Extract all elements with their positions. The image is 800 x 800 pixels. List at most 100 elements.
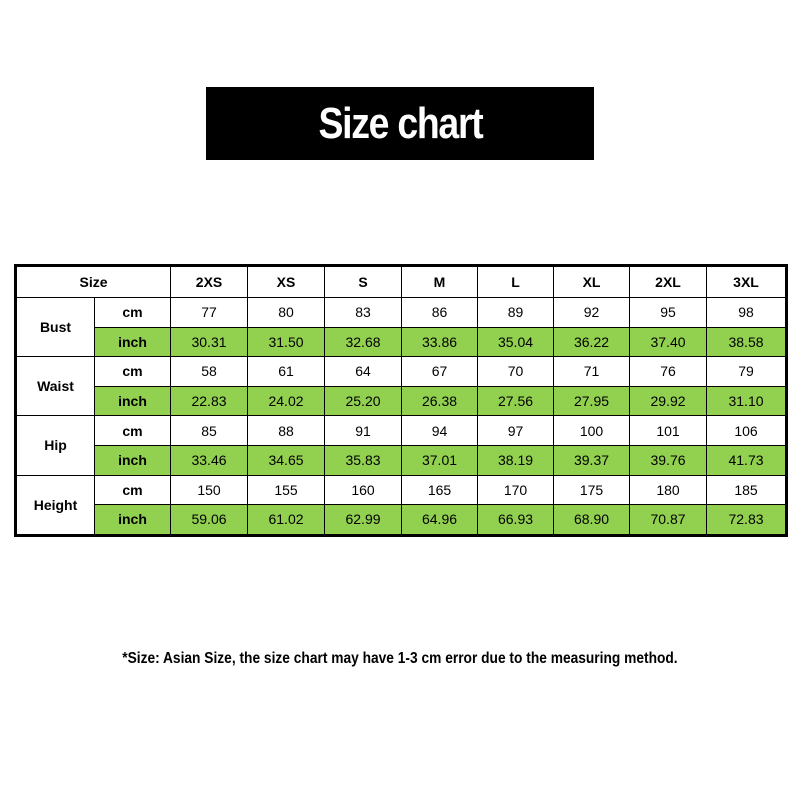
measure-value: 80 <box>247 297 326 328</box>
measure-value: 170 <box>477 474 555 506</box>
measure-value: 37.40 <box>629 326 708 358</box>
measure-value: 85 <box>170 415 249 446</box>
measure-row: inch 33.46 34.65 35.83 37.01 38.19 39.37 39.76 4… <box>16 444 788 476</box>
measure-value: 27.95 <box>553 385 631 417</box>
group-label: Bust <box>15 296 95 358</box>
measure-value: 180 <box>629 474 708 506</box>
unit-label: inch <box>93 444 172 476</box>
measure-value: 91 <box>324 415 403 446</box>
group-label: Waist <box>15 356 95 417</box>
measure-row: Bust cm 77 80 83 86 89 92 95 98 <box>15 296 788 358</box>
measure-value: 24.02 <box>247 385 326 417</box>
unit-label: cm <box>93 356 172 387</box>
measure-row: Hip cm 85 88 91 94 97 100 101 106 <box>15 415 788 476</box>
measure-value: 25.20 <box>324 385 403 417</box>
measure-value: 33.46 <box>170 444 249 476</box>
unit-label: cm <box>93 297 172 328</box>
size-name: S <box>324 265 403 298</box>
measure-row: inch 30.31 31.50 32.68 33.86 35.04 36.22 37.40 3… <box>16 326 788 358</box>
measure-value: 38.58 <box>706 326 788 358</box>
measure-value: 39.76 <box>629 444 708 476</box>
measure-value: 31.10 <box>706 385 788 417</box>
measure-value: 22.83 <box>170 385 249 417</box>
measure-value: 100 <box>553 415 631 446</box>
unit-label: inch <box>93 504 172 536</box>
size-table: Size 2XS XS S M L XL 2XL 3XL Bust cm 77 80 83 86 89 92 95… <box>14 264 789 537</box>
measure-row: Waist cm 58 61 64 67 70 71 76 79 <box>15 356 788 417</box>
measure-value: 36.22 <box>553 326 631 358</box>
measure-value: 62.99 <box>324 504 403 536</box>
size-name: 2XS <box>170 265 249 298</box>
measure-value: 34.65 <box>247 444 326 476</box>
measure-value: 61 <box>247 356 326 387</box>
measure-value: 175 <box>553 474 631 506</box>
title-banner: Size chart <box>206 87 594 160</box>
size-name: M <box>401 265 479 298</box>
measure-value: 30.31 <box>170 326 249 358</box>
measure-value: 27.56 <box>477 385 555 417</box>
table-body: Size 2XS XS S M L XL 2XL 3XL Bust cm 77 80 83 86 89 92 95… <box>14 265 788 536</box>
measure-value: 72.83 <box>706 504 788 536</box>
measure-value: 61.02 <box>247 504 326 536</box>
measure-value: 97 <box>477 415 555 446</box>
measure-value: 35.83 <box>324 444 403 476</box>
size-header: Size <box>14 265 172 298</box>
measure-value: 38.19 <box>477 444 555 476</box>
measure-value: 106 <box>706 415 788 446</box>
measure-row: inch 22.83 24.02 25.20 26.38 27.56 27.95 29.92 3… <box>16 385 788 417</box>
measure-value: 79 <box>706 356 788 387</box>
measure-value: 39.37 <box>553 444 631 476</box>
measure-value: 70 <box>477 356 555 387</box>
measure-value: 95 <box>629 297 708 328</box>
measure-value: 58 <box>170 356 249 387</box>
measure-row: Height cm 150 155 160 165 170 175 180 185 <box>15 474 788 536</box>
title: Size chart <box>318 98 483 148</box>
measure-value: 31.50 <box>247 326 326 358</box>
measure-value: 185 <box>706 474 788 506</box>
unit-label: cm <box>93 474 172 506</box>
measure-value: 70.87 <box>629 504 708 536</box>
note: *Size: Asian Size, the size chart may ha… <box>122 650 678 667</box>
measure-value: 83 <box>324 297 403 328</box>
measure-value: 77 <box>170 297 249 328</box>
measure-value: 67 <box>401 356 479 387</box>
measure-row: inch 59.06 61.02 62.99 64.96 66.93 68.90 70.87 7… <box>16 504 788 536</box>
measure-value: 160 <box>324 474 403 506</box>
measure-value: 66.93 <box>477 504 555 536</box>
measure-value: 92 <box>553 297 631 328</box>
measure-value: 59.06 <box>170 504 249 536</box>
measure-value: 165 <box>401 474 479 506</box>
measure-value: 86 <box>401 297 479 328</box>
size-name: XS <box>247 265 326 298</box>
unit-label: inch <box>93 385 172 417</box>
unit-label: inch <box>93 326 172 358</box>
measure-value: 37.01 <box>401 444 479 476</box>
measure-value: 64 <box>324 356 403 387</box>
size-name: XL <box>553 265 631 298</box>
measure-value: 68.90 <box>553 504 631 536</box>
measure-value: 71 <box>553 356 631 387</box>
measure-value: 64.96 <box>401 504 479 536</box>
measure-value: 155 <box>247 474 326 506</box>
measure-value: 150 <box>170 474 249 506</box>
measure-value: 89 <box>477 297 555 328</box>
header-row: Size 2XS XS S M L XL 2XL 3XL <box>14 265 788 298</box>
measure-value: 35.04 <box>477 326 555 358</box>
measure-value: 94 <box>401 415 479 446</box>
measure-value: 41.73 <box>706 444 788 476</box>
size-name: L <box>477 265 555 298</box>
measure-value: 29.92 <box>629 385 708 417</box>
size-name: 3XL <box>706 265 788 298</box>
group-label: Height <box>15 474 95 536</box>
measure-value: 26.38 <box>401 385 479 417</box>
group-label: Hip <box>15 415 95 476</box>
measure-value: 98 <box>706 297 788 328</box>
measure-value: 76 <box>629 356 708 387</box>
note-line: *Size: Asian Size, the size chart may ha… <box>0 650 800 668</box>
measure-value: 33.86 <box>401 326 479 358</box>
measure-value: 32.68 <box>324 326 403 358</box>
measure-value: 101 <box>629 415 708 446</box>
unit-label: cm <box>93 415 172 446</box>
size-name: 2XL <box>629 265 708 298</box>
